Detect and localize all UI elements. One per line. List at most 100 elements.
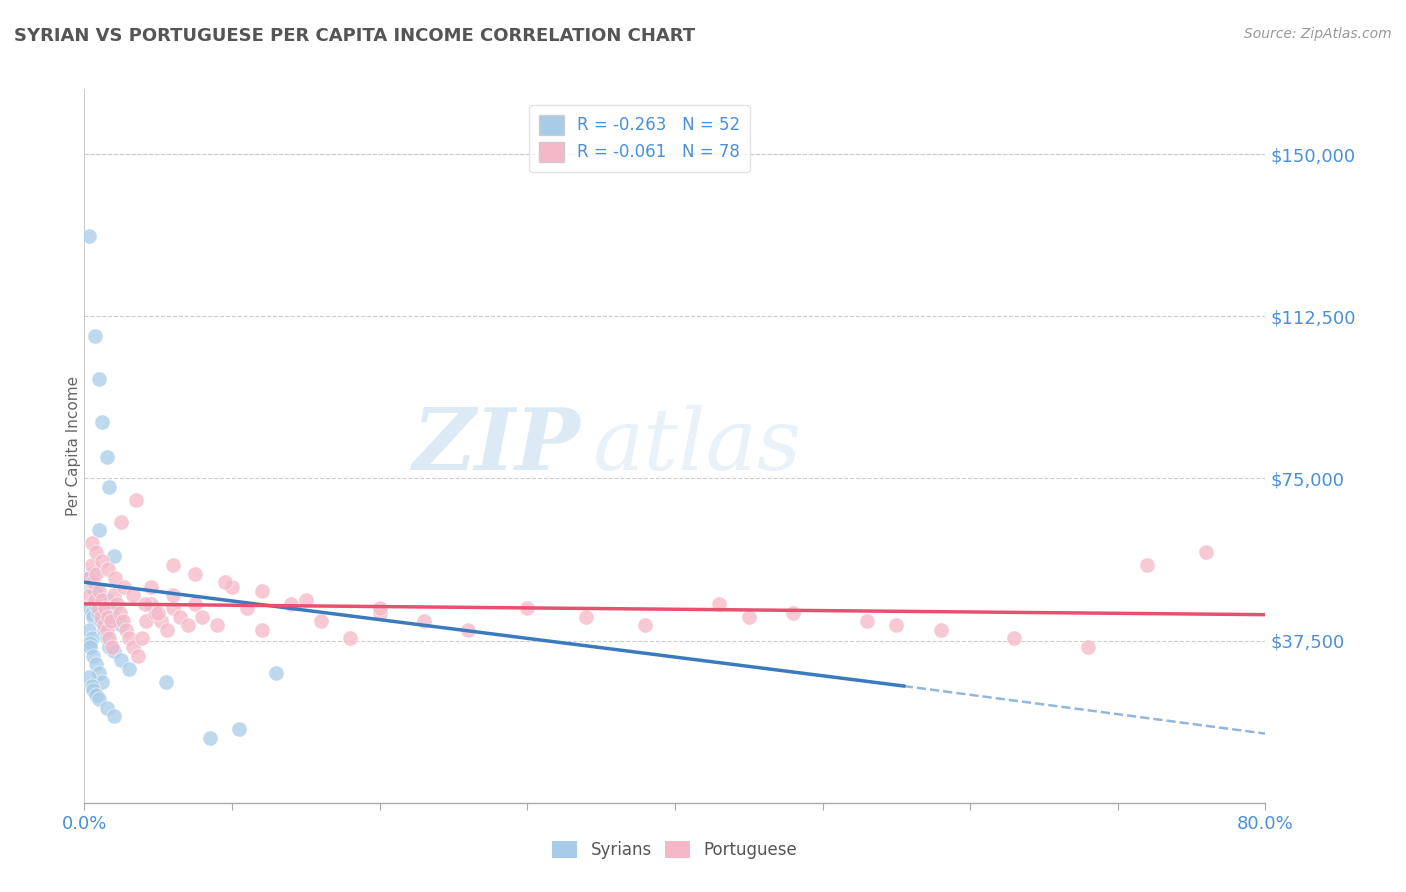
Point	[1195, 545, 1218, 559]
Point	[634, 618, 657, 632]
Point	[198, 731, 221, 745]
Point	[339, 632, 361, 646]
Point	[127, 648, 149, 663]
Point	[143, 606, 166, 620]
Point	[80, 606, 103, 620]
Point	[856, 614, 879, 628]
Point	[457, 623, 479, 637]
Point	[103, 588, 125, 602]
Point	[96, 450, 118, 464]
Point	[80, 679, 103, 693]
Point	[250, 583, 273, 598]
Text: SYRIAN VS PORTUGUESE PER CAPITA INCOME CORRELATION CHART: SYRIAN VS PORTUGUESE PER CAPITA INCOME C…	[14, 27, 695, 45]
Point	[97, 562, 120, 576]
Point	[110, 618, 132, 632]
Point	[84, 688, 107, 702]
Point	[103, 644, 125, 658]
Point	[86, 606, 108, 620]
Point	[221, 580, 243, 594]
Point	[108, 606, 131, 620]
Point	[266, 666, 288, 681]
Point	[96, 632, 118, 646]
Point	[77, 229, 100, 244]
Point	[148, 606, 170, 620]
Point	[90, 614, 112, 628]
Point	[368, 606, 391, 620]
Point	[110, 653, 132, 667]
Point	[236, 601, 259, 615]
Point	[91, 553, 114, 567]
Point	[98, 480, 121, 494]
Point	[309, 614, 332, 628]
Point	[77, 571, 100, 585]
Point	[84, 657, 107, 672]
Point	[110, 515, 132, 529]
Point	[91, 415, 114, 429]
Point	[87, 524, 111, 538]
Point	[135, 614, 157, 628]
Point	[139, 597, 162, 611]
Point	[228, 723, 250, 737]
Point	[295, 592, 318, 607]
Point	[575, 610, 598, 624]
Point	[886, 618, 908, 632]
Text: ZIP: ZIP	[412, 404, 581, 488]
Point	[207, 618, 229, 632]
Point	[84, 566, 107, 581]
Point	[368, 601, 391, 615]
Point	[82, 610, 104, 624]
Point	[738, 610, 761, 624]
Point	[131, 632, 153, 646]
Legend: Syrians, Portuguese: Syrians, Portuguese	[546, 834, 804, 866]
Text: Source: ZipAtlas.com: Source: ZipAtlas.com	[1244, 27, 1392, 41]
Point	[155, 674, 177, 689]
Point	[150, 614, 173, 628]
Point	[104, 571, 127, 585]
Point	[96, 700, 118, 714]
Point	[111, 614, 134, 628]
Point	[77, 601, 100, 615]
Point	[103, 549, 125, 564]
Point	[162, 558, 184, 572]
Point	[87, 666, 111, 681]
Point	[1077, 640, 1099, 654]
Point	[91, 592, 114, 607]
Point	[122, 588, 145, 602]
Point	[162, 601, 184, 615]
Point	[184, 566, 207, 581]
Point	[84, 588, 107, 602]
Point	[83, 592, 105, 607]
Point	[93, 618, 115, 632]
Point	[169, 610, 191, 624]
Point	[413, 614, 436, 628]
Point	[94, 601, 117, 615]
Point	[91, 674, 114, 689]
Point	[100, 614, 122, 628]
Point	[280, 597, 302, 611]
Point	[134, 597, 156, 611]
Point	[250, 623, 273, 637]
Point	[96, 592, 118, 607]
Point	[929, 623, 952, 637]
Point	[1136, 558, 1159, 572]
Point	[103, 709, 125, 723]
Point	[83, 583, 105, 598]
Point	[83, 597, 105, 611]
Point	[139, 580, 162, 594]
Point	[80, 536, 103, 550]
Point	[122, 640, 145, 654]
Point	[91, 614, 114, 628]
Point	[191, 610, 214, 624]
Point	[83, 328, 105, 343]
Point	[87, 372, 111, 386]
Point	[103, 610, 125, 624]
Point	[80, 580, 103, 594]
Point	[98, 632, 121, 646]
Point	[77, 670, 100, 684]
Point	[1004, 632, 1026, 646]
Point	[82, 683, 104, 698]
Point	[79, 588, 101, 602]
Point	[90, 610, 112, 624]
Point	[80, 632, 103, 646]
Point	[79, 636, 101, 650]
